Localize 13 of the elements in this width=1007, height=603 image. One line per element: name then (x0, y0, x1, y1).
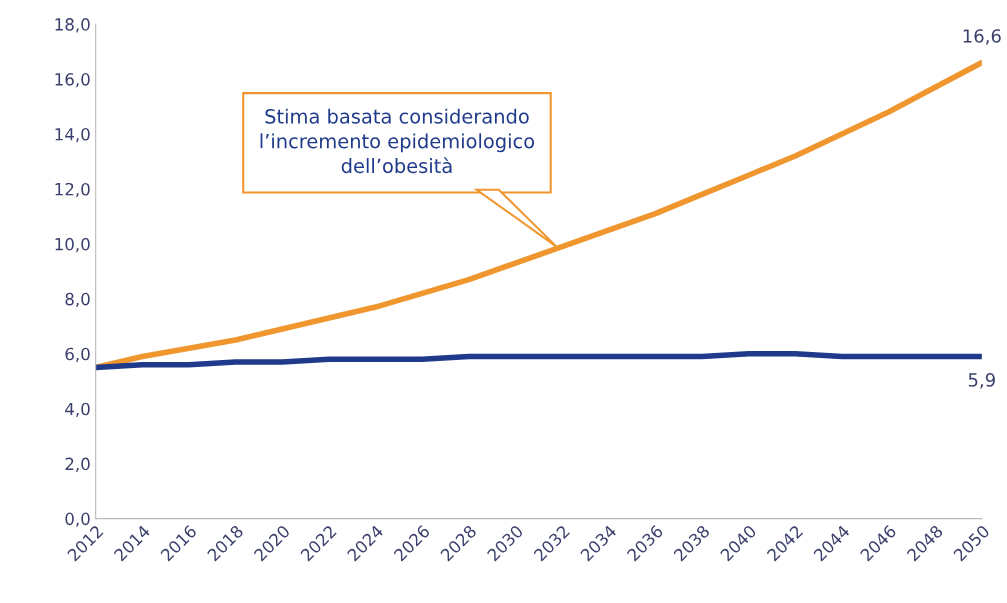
y-tick-label: 18,0 (55, 18, 90, 33)
annotation: 16,6 (963, 29, 1001, 45)
annotation: Stima basata considerando l’incremento epidemiologico dell’obesità (260, 108, 535, 174)
y-tick-label: 0,0 (65, 512, 90, 527)
y-tick-label: 6,0 (65, 347, 90, 363)
y-tick-label: 10,0 (55, 237, 90, 253)
y-tick-label: 8,0 (65, 292, 90, 308)
y-tick-label: 2,0 (65, 457, 90, 472)
annotation: 5,9 (968, 373, 995, 389)
y-tick-label: 12,0 (55, 182, 90, 198)
y-tick-label: 4,0 (65, 402, 90, 417)
y-tick-label: 16,0 (55, 73, 90, 88)
y-tick-label: 14,0 (55, 127, 90, 143)
